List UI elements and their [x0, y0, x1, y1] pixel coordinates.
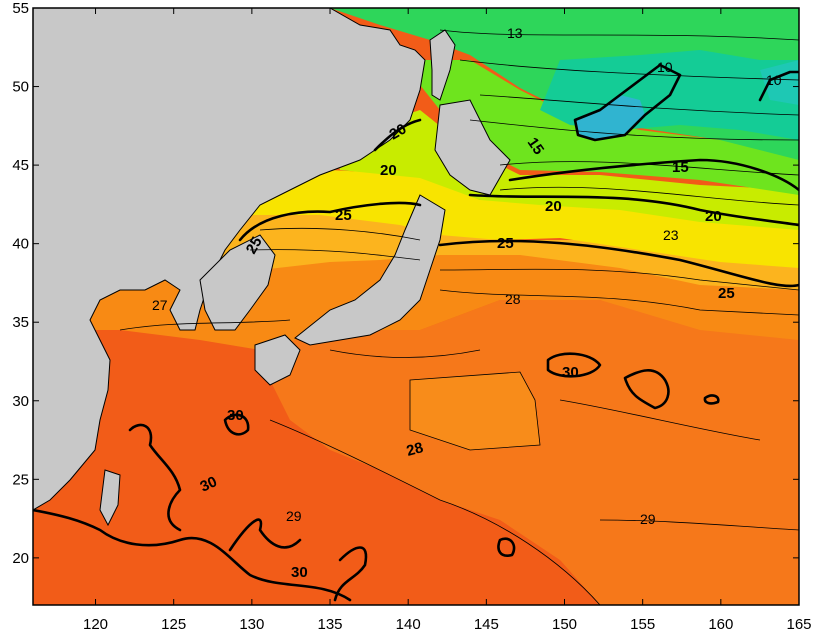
- isotherm-30-ring-1: [546, 352, 602, 378]
- isotherm-10-west: [573, 63, 682, 142]
- contour-label-28-b: 28: [405, 439, 426, 460]
- contour-label-20-b: 20: [545, 198, 562, 215]
- contour-label-10-a: 10: [657, 59, 673, 75]
- contour-label-29-a: 29: [286, 508, 302, 524]
- contour-label-29-b: 29: [640, 511, 656, 527]
- sst-band-23: [250, 170, 799, 268]
- land-taiwan: [99, 469, 121, 527]
- contour-label-25-a: 25: [335, 207, 352, 224]
- contour-label-13: 13: [507, 25, 523, 41]
- x-tick-label: 125: [161, 616, 186, 633]
- contour-label-23: 23: [663, 227, 679, 243]
- y-axis: 55 50 45 40 35 30 25 20: [12, 0, 799, 567]
- x-tick-label: 165: [786, 616, 811, 633]
- contour-label-30-a: 30: [562, 364, 579, 381]
- land-asia-mainland: [32, 7, 426, 511]
- y-tick-label: 50: [12, 79, 29, 96]
- contour-label-10-b: 10: [766, 72, 782, 88]
- x-tick-label: 140: [396, 616, 421, 633]
- y-tick-label: 25: [12, 471, 29, 488]
- land-kyushu: [254, 334, 301, 386]
- contour-labels: 13 10 10 15 15 20 20 20 20 23 25 25 25 2…: [152, 25, 782, 581]
- isotherm-20-north: [373, 118, 422, 152]
- contour-label-30-b: 30: [227, 407, 244, 424]
- x-tick-label: 155: [630, 616, 655, 633]
- map-frame: [32, 7, 800, 606]
- land-masses: [32, 7, 511, 527]
- isotherm-30-south-1: [128, 423, 182, 532]
- isotherm-30-south-2: [228, 518, 302, 552]
- contour-label-28-a: 28: [505, 291, 521, 307]
- isotherm-20-east: [468, 193, 799, 227]
- isotherm-30-ring-4: [497, 537, 516, 557]
- y-tick-label: 20: [12, 550, 29, 567]
- land-honshu: [294, 194, 446, 346]
- y-tick-label: 30: [12, 393, 29, 410]
- isotherm-30-ring-5: [703, 394, 720, 405]
- contour-label-25-b: 25: [243, 234, 266, 257]
- sst-band-29: [270, 300, 799, 605]
- contour-label-30-d: 30: [291, 564, 308, 581]
- x-tick-label: 160: [708, 616, 733, 633]
- isotherm-30-sw: [33, 508, 352, 602]
- land-sakhalin: [429, 29, 456, 101]
- x-axis: 120 125 130 135 140 145 150 155 160 165: [83, 8, 812, 633]
- isotherm-30-south-3: [333, 546, 368, 602]
- x-tick-label: 135: [318, 616, 343, 633]
- contour-label-25-c: 25: [497, 235, 514, 252]
- y-tick-label: 35: [12, 314, 29, 331]
- x-tick-label: 150: [552, 616, 577, 633]
- contour-label-15-a: 15: [524, 135, 547, 158]
- y-tick-label: 40: [12, 236, 29, 253]
- x-tick-label: 120: [83, 616, 108, 633]
- contour-label-25-d: 25: [718, 285, 735, 302]
- contour-label-27: 27: [152, 297, 168, 313]
- bold-isotherms: [33, 63, 799, 602]
- y-tick-label: 55: [12, 0, 29, 17]
- isotherm-30-ring-3: [223, 413, 250, 436]
- land-korea: [199, 234, 276, 331]
- contour-label-30-c: 30: [198, 473, 220, 495]
- isotherm-30-ring-2: [623, 369, 670, 410]
- contour-label-20-a: 20: [387, 120, 410, 143]
- x-tick-label: 145: [474, 616, 499, 633]
- contour-label-15-b: 15: [672, 159, 689, 176]
- contour-label-20-c: 20: [705, 208, 722, 225]
- isotherm-25-east: [438, 239, 799, 288]
- y-tick-label: 45: [12, 157, 29, 174]
- isotherm-25-west: [238, 201, 422, 242]
- sst-patch-28: [410, 372, 540, 450]
- contour-label-20-d: 20: [380, 162, 397, 179]
- isotherm-15: [508, 158, 799, 192]
- x-tick-label: 130: [239, 616, 264, 633]
- isotherm-10-east: [758, 70, 799, 102]
